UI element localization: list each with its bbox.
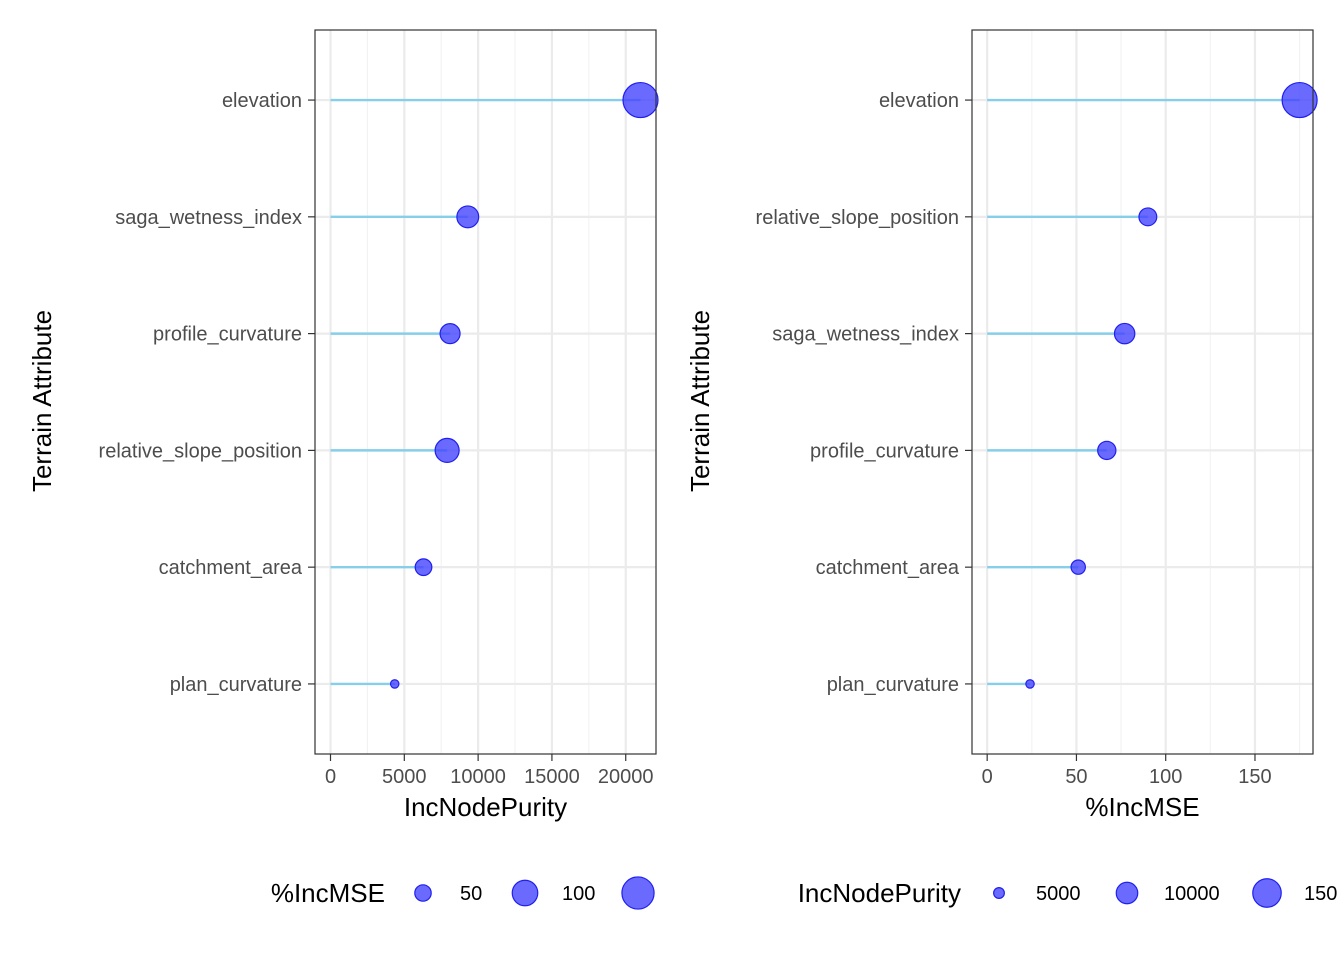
y-tick-label: elevation (879, 90, 959, 112)
y-axis-title: Terrain Attribute (685, 310, 715, 492)
legend-key-point (621, 876, 655, 910)
legend-key-point (511, 879, 539, 907)
y-tick-label: catchment_area (159, 557, 303, 579)
legend-title: %IncMSE (271, 878, 385, 908)
lollipop-point (434, 437, 460, 463)
y-tick-label: catchment_area (816, 557, 960, 579)
y-tick-label: saga_wetness_index (772, 324, 959, 346)
lollipop-point (1281, 81, 1318, 119)
x-axis-title: %IncMSE (1085, 792, 1199, 822)
y-tick-label: relative_slope_position (99, 440, 302, 462)
legend-key-point (1252, 878, 1282, 908)
legend-label: 100 (562, 883, 595, 905)
x-tick-label: 15000 (524, 766, 580, 788)
x-tick-label: 5000 (382, 766, 427, 788)
y-tick-label: plan_curvature (827, 674, 959, 696)
lollipop-point (439, 323, 461, 345)
lollipop-point (622, 81, 659, 119)
legend: %IncMSE 50 100 (271, 876, 655, 910)
lollipop-point (389, 679, 400, 689)
x-tick-label: 100 (1149, 766, 1182, 788)
x-tick-label: 50 (1065, 766, 1087, 788)
chart-panel-1: elevation saga_wetness_index profile_curva… (27, 29, 659, 910)
y-tick-label: saga_wetness_index (115, 207, 302, 229)
x-tick-label: 0 (982, 766, 993, 788)
lollipop-point (1138, 207, 1158, 227)
legend-label: 10000 (1164, 883, 1220, 905)
x-tick-label: 20000 (598, 766, 654, 788)
legend-label: 50 (460, 883, 482, 905)
x-tick-label: 150 (1238, 766, 1271, 788)
legend-label: 150 (1304, 883, 1337, 905)
y-axis-title: Terrain Attribute (27, 310, 57, 492)
legend-key-point (414, 884, 432, 902)
lollipop-point (414, 558, 433, 577)
y-tick-label: plan_curvature (170, 674, 302, 696)
x-tick-label: 0 (325, 766, 336, 788)
lollipop-point (1113, 322, 1136, 345)
y-tick-label: profile_curvature (153, 324, 302, 346)
panel-border (971, 29, 1314, 755)
lollipop-point (456, 205, 480, 229)
lollipop-point (1097, 440, 1117, 461)
legend-key-point (993, 887, 1005, 899)
chart-panel-2: elevation relative_slope_position saga_wet… (685, 29, 1338, 908)
y-tick-label: elevation (222, 90, 302, 112)
legend-key-point (1115, 881, 1139, 905)
lollipop-point (1070, 559, 1087, 575)
y-tick-label: profile_curvature (810, 440, 959, 462)
panel-border (314, 29, 657, 755)
y-tick-label: relative_slope_position (756, 207, 959, 229)
legend: IncNodePurity 5000 10000 150 (798, 878, 1338, 908)
legend-label: 5000 (1036, 883, 1081, 905)
x-tick-label: 10000 (450, 766, 506, 788)
x-axis-title: IncNodePurity (404, 792, 567, 822)
legend-title: IncNodePurity (798, 878, 961, 908)
lollipop-point (1025, 679, 1035, 689)
